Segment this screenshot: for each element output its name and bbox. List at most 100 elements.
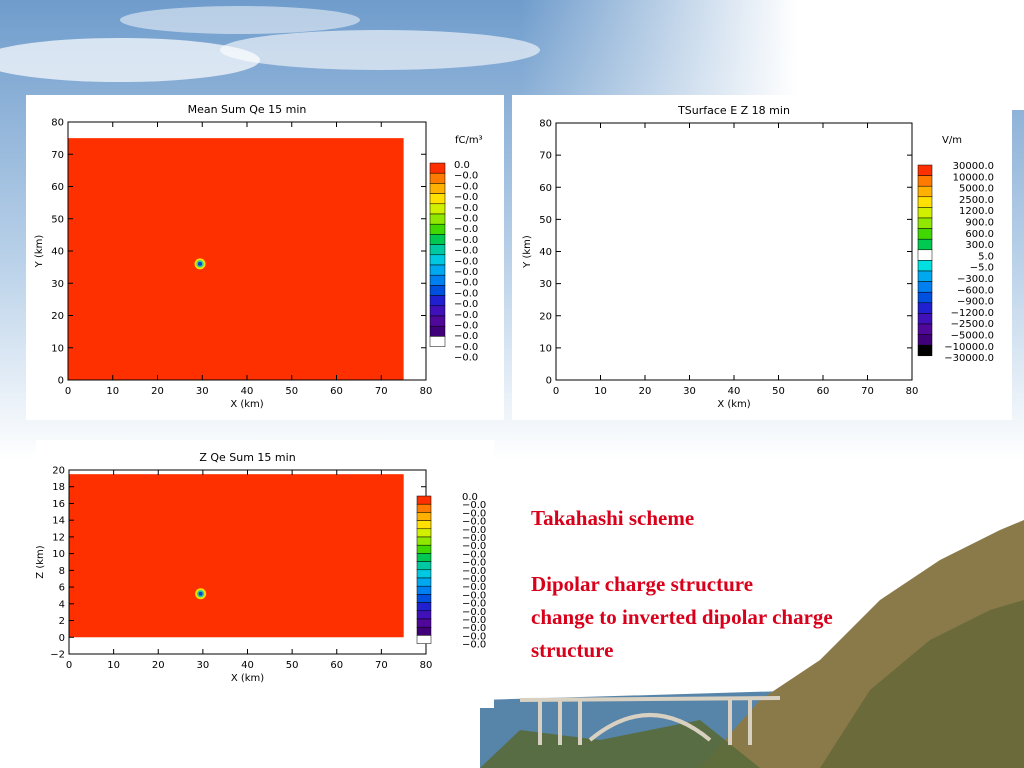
colorbar-label: −1200.0 [951, 308, 994, 319]
colorbar-label: −5.0 [970, 263, 994, 274]
colorbar-label: −0.0 [462, 623, 486, 634]
colorbar-swatch-4 [429, 203, 446, 215]
x-tick-label: 50 [772, 386, 785, 397]
x-tick-label: 30 [197, 660, 210, 671]
colorbar-label: −0.0 [454, 171, 478, 182]
x-tick-label: 20 [151, 386, 164, 397]
y-tick-label: 80 [51, 118, 64, 129]
y-tick-label: 60 [51, 182, 64, 193]
colorbar-swatch-10 [917, 270, 933, 282]
colorbar-label: 10000.0 [953, 172, 994, 183]
colorbar-swatch-8 [416, 561, 432, 571]
x-axis-label: X (km) [230, 399, 263, 410]
colorbar-label: 0.0 [462, 492, 478, 503]
note-line-structure: structure [531, 638, 614, 662]
y-axis-label: Y (km) [34, 235, 45, 269]
colorbar-swatch-15 [416, 618, 432, 628]
y-tick-label: 30 [51, 279, 64, 290]
colorbar-swatch-2 [429, 183, 446, 194]
colorbar-label: −0.0 [462, 599, 486, 610]
x-tick-label: 60 [330, 386, 343, 397]
y-tick-label: 10 [539, 343, 552, 354]
colorbar-label: −0.0 [454, 203, 478, 214]
chart-title: TSurface E Z 18 min [677, 104, 790, 117]
x-tick-label: 70 [861, 386, 874, 397]
colorbar-swatch-11 [429, 274, 446, 286]
y-axis-label: Z (km) [36, 545, 46, 578]
colorbar-unit: V/m [942, 135, 962, 146]
note-line-inverted: change to inverted dipolar charge [531, 605, 833, 629]
x-tick-label: 60 [330, 660, 343, 671]
colorbar-swatch-12 [917, 291, 933, 304]
colorbar-label: −0.0 [454, 224, 478, 235]
y-tick-label: 50 [539, 215, 552, 226]
colorbar-label: 300.0 [965, 240, 994, 251]
colorbar-swatch-9 [917, 260, 933, 272]
colorbar-label: 1200.0 [959, 206, 994, 217]
colorbar-swatch-0 [416, 495, 432, 505]
colorbar-swatch-15 [917, 323, 933, 335]
y-tick-label: 80 [539, 119, 552, 130]
colorbar-label: −600.0 [957, 285, 994, 296]
chart-mean-sum-qe: Mean Sum Qe 15 min 0 10 20 30 40 50 60 70 80 0 10 20… [34, 103, 483, 410]
colorbar-swatch-6 [416, 544, 432, 554]
colorbar-label: −0.0 [462, 631, 486, 642]
y-tick-label: 18 [52, 482, 65, 493]
colorbar-label: −5000.0 [951, 331, 994, 342]
chart-title: Z Qe Sum 15 min [199, 451, 295, 464]
y-tick-label: 30 [539, 279, 552, 290]
colorbar-label: 30000.0 [953, 161, 994, 172]
x-tick-label: 0 [65, 386, 71, 397]
colorbar-swatch-14 [416, 610, 432, 620]
colorbar-label: −0.0 [454, 310, 478, 321]
colorbar-label: −0.0 [462, 508, 486, 519]
colorbar-label: −0.0 [454, 353, 478, 364]
colorbar-label: −0.0 [462, 533, 486, 544]
x-tick-label: 40 [728, 386, 741, 397]
x-tick-label: 80 [420, 660, 433, 671]
colorbar-swatch-16 [416, 626, 432, 636]
colorbar-swatch-17 [429, 336, 446, 347]
x-tick-label: 30 [683, 386, 696, 397]
chart-panel-mean-sum-qe: Mean Sum Qe 15 min 0 10 20 30 40 50 60 70 80 0 10 20… [26, 95, 504, 420]
y-tick-label: 20 [52, 466, 65, 477]
y-axis-label: Y (km) [522, 235, 533, 269]
y-tick-label: 20 [51, 311, 64, 322]
colorbar-swatch-6 [429, 223, 446, 235]
field-area [69, 474, 404, 638]
colorbar-swatch-5 [429, 213, 446, 225]
y-tick-label: 4 [59, 599, 65, 610]
y-tick-label: 0 [58, 376, 64, 387]
colorbar-swatch-16 [429, 325, 446, 337]
feature-core-0 [198, 591, 203, 596]
colorbar-swatch-12 [416, 594, 432, 603]
colorbar-swatch-11 [917, 281, 933, 293]
colorbar-label: −300.0 [957, 274, 994, 285]
colorbar-label: −0.0 [462, 566, 486, 577]
colorbar-swatch-11 [416, 585, 432, 595]
colorbar-swatch-8 [429, 244, 446, 256]
colorbar-label: −0.0 [454, 321, 478, 332]
colorbar-label: −900.0 [957, 297, 994, 308]
x-tick-label: 30 [196, 386, 209, 397]
x-tick-label: 80 [420, 386, 433, 397]
colorbar-label: −0.0 [462, 582, 486, 593]
colorbar-label: −2500.0 [951, 319, 994, 330]
colorbar-label: −0.0 [462, 541, 486, 552]
colorbar-swatch-0 [917, 164, 933, 176]
y-tick-label: 50 [51, 214, 64, 225]
colorbar-swatch-12 [429, 285, 446, 296]
colorbar-swatch-3 [416, 520, 432, 530]
colorbar-swatch-9 [416, 569, 432, 579]
chart-panel-tsurface-e-z: TSurface E Z 18 min 0 10 20 30 40 50 60 70 80 0 10 2… [512, 95, 1012, 420]
colorbar-label: −0.0 [454, 267, 478, 278]
y-tick-label: 0 [546, 376, 552, 387]
colorbar-swatch-1 [917, 175, 933, 187]
colorbar-label: −0.0 [454, 235, 478, 246]
colorbar-swatch-7 [416, 553, 432, 562]
colorbar-swatch-4 [416, 528, 432, 538]
colorbar-label: 600.0 [965, 229, 994, 240]
note-line-scheme: Takahashi scheme [531, 506, 695, 530]
x-tick-label: 10 [594, 386, 607, 397]
